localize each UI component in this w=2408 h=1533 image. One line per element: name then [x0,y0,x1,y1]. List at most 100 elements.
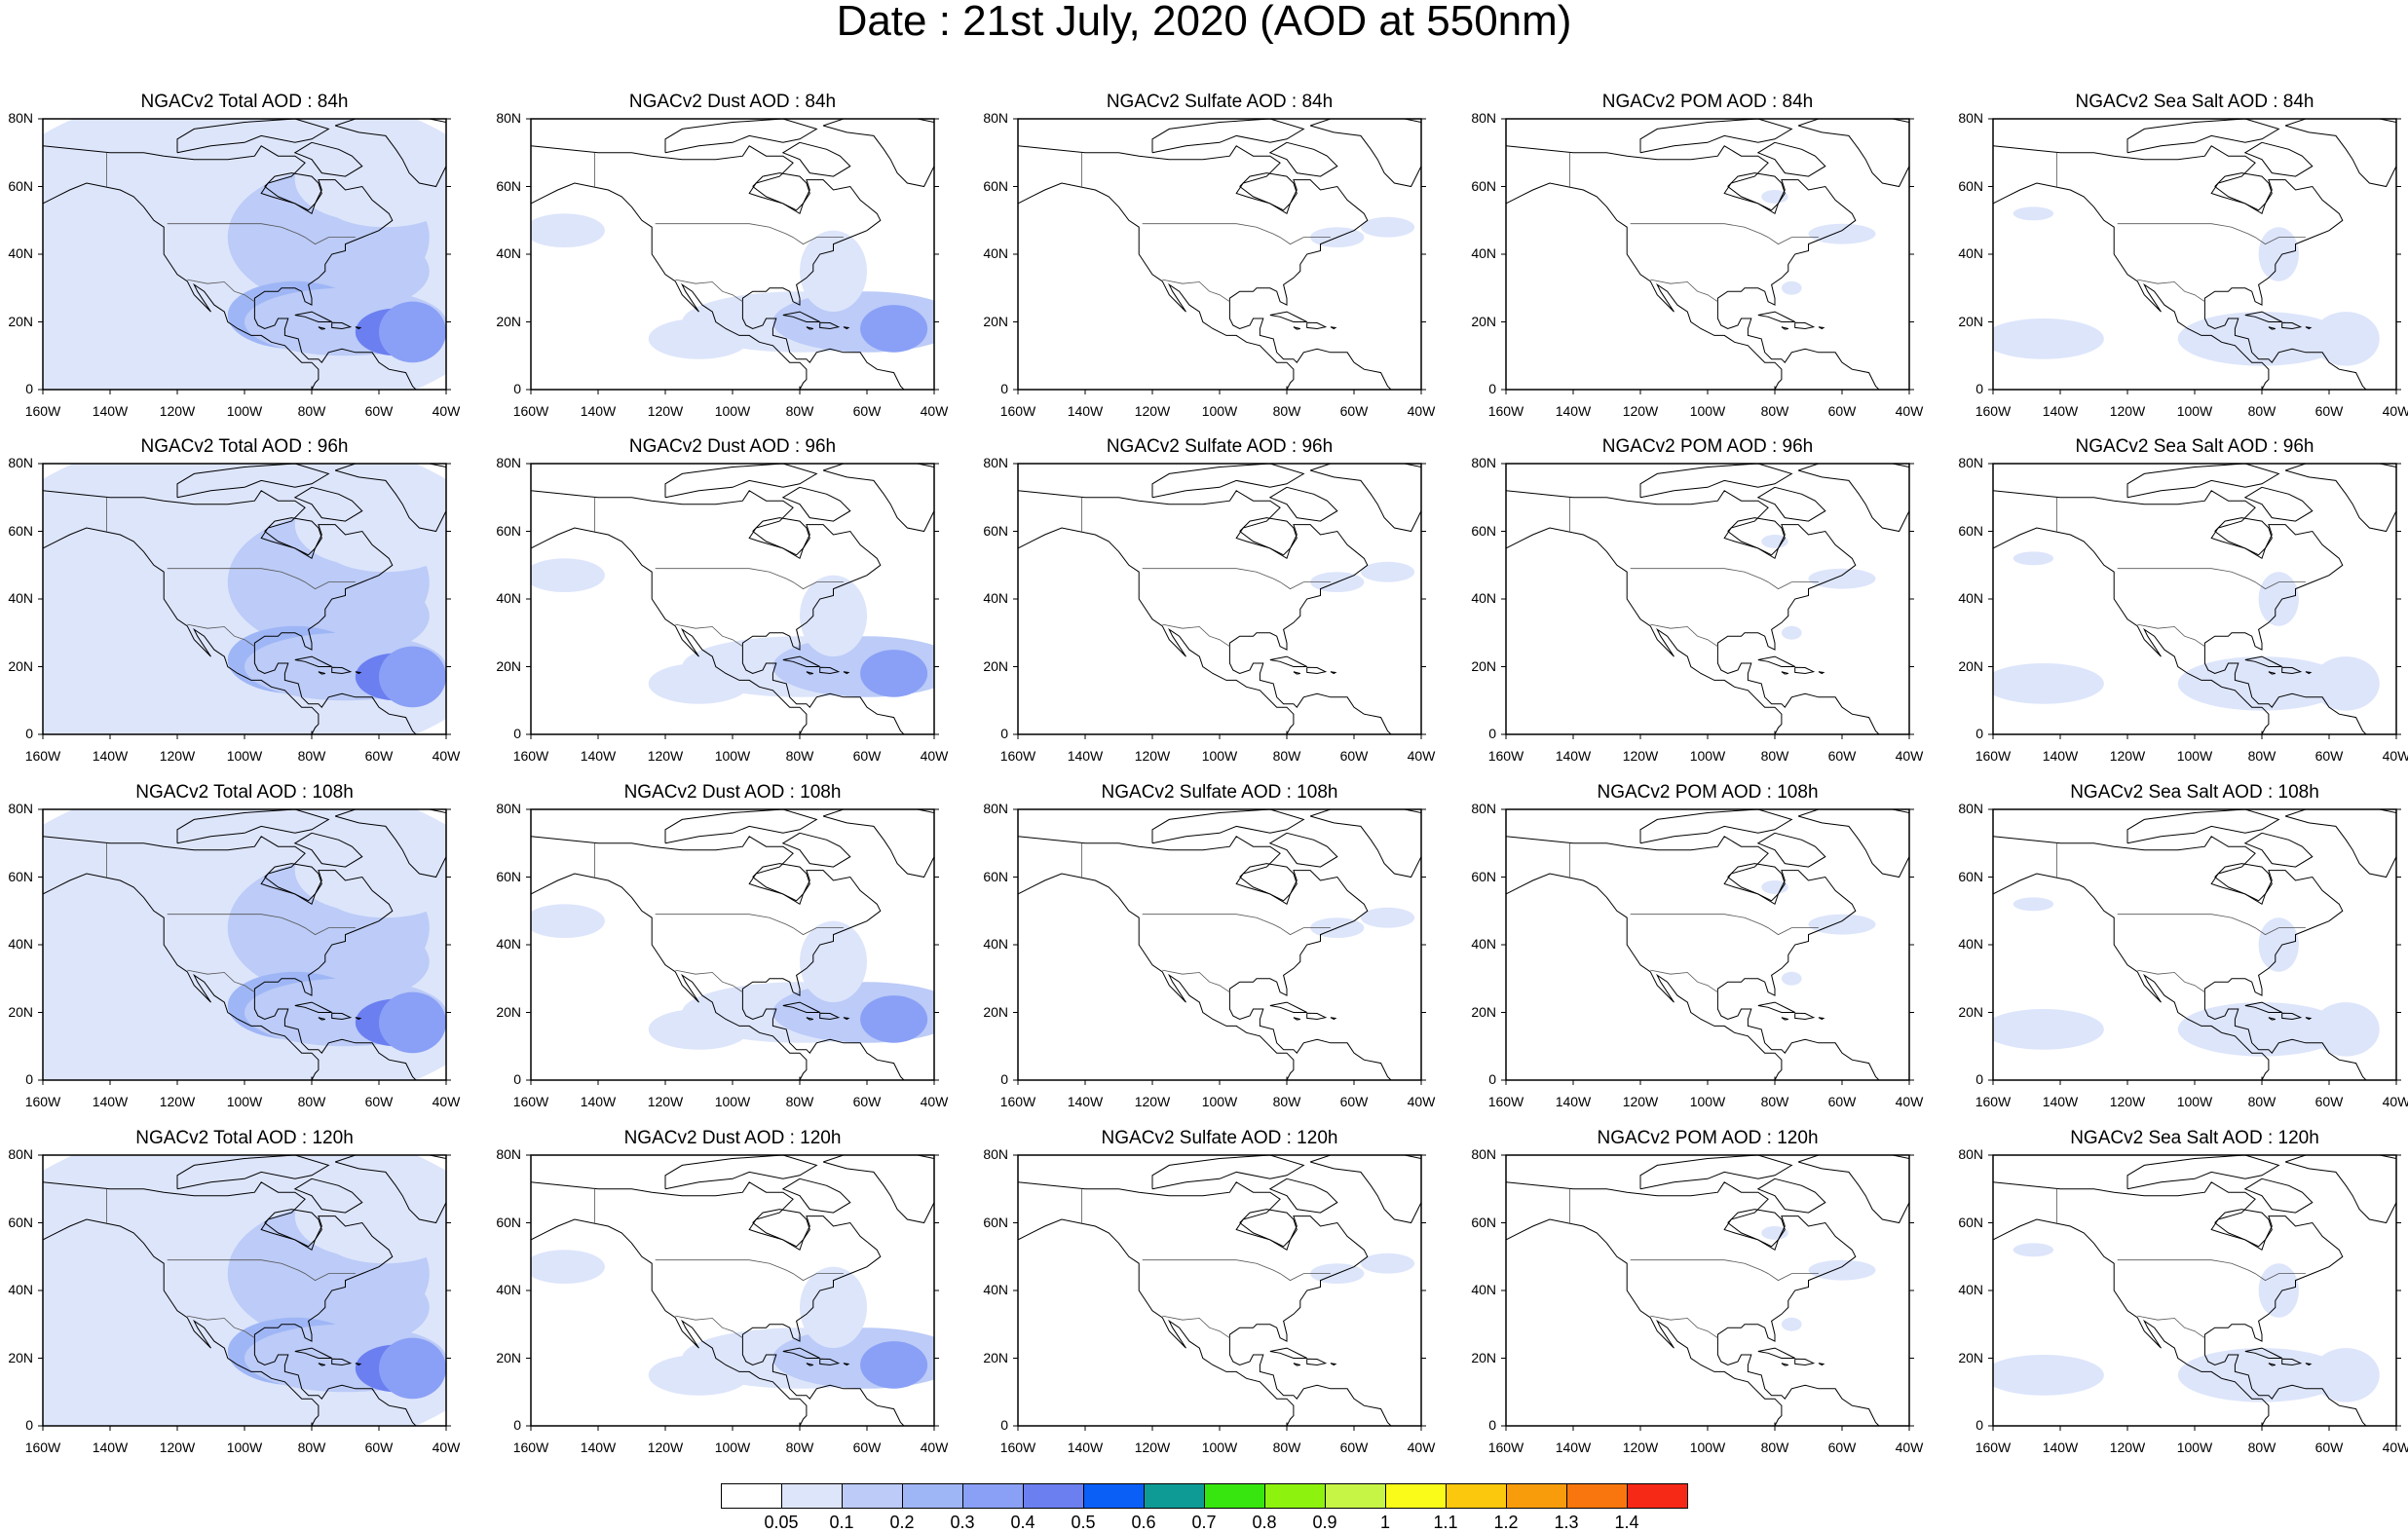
coastline-west [1993,527,2270,734]
lon-tick-label: 160W [24,748,61,764]
lat-tick-label: 0 [513,381,521,396]
us-mexico-border [187,1315,255,1339]
island-coast [294,311,332,322]
lat-tick-label: 40N [496,245,521,261]
island-coast [176,119,330,154]
aod-shading [2013,897,2054,912]
island-coast [1151,1155,1305,1190]
aod-shading [800,230,867,313]
lon-tick-label: 120W [647,1094,684,1109]
us-mexico-border [675,279,743,303]
lon-tick-label: 40W [2382,1440,2408,1455]
lat-tick-label: 80N [496,1146,521,1162]
lon-tick-label: 60W [364,1094,394,1109]
island-coast [176,464,330,499]
island-coast [819,321,841,330]
lon-tick-label: 100W [2176,1440,2213,1455]
aod-shading [1808,568,1876,589]
aod-map [526,463,939,739]
aod-shading [648,1009,750,1050]
us-mexico-border [1162,969,1230,993]
lat-tick-label: 80N [8,801,33,816]
coastline-west [43,527,320,734]
colorbar-swatch [902,1483,963,1509]
lat-tick-label: 40N [983,1282,1008,1297]
us-canada-border [1142,223,1331,245]
lon-tick-label: 60W [1339,1440,1369,1455]
lon-tick-label: 160W [1975,1440,2012,1455]
lon-tick-label: 40W [920,1094,949,1109]
aod-shading [1360,907,1415,928]
map-frame [1505,118,1910,391]
aod-map [526,808,939,1085]
coastline [1018,836,1392,1080]
lon-tick-label: 80W [1760,1440,1789,1455]
aod-map [1501,118,1914,394]
aod-shading [294,829,430,912]
aod-shading [59,1026,262,1067]
lon-tick-label: 40W [2382,403,2408,419]
hudson-bay-coast [264,1209,322,1248]
us-canada-border [655,223,844,245]
island-coast [1794,666,1816,675]
island-coast [2126,809,2280,844]
colorbar-label: 0.5 [1071,1513,1096,1532]
aod-shading [1360,216,1415,238]
aod-shading [379,1337,446,1400]
greenland-coast [822,119,934,188]
us-canada-border [655,1259,844,1282]
island-coast [2268,1363,2276,1366]
island-coast [1293,1363,1300,1366]
lat-tick-label: 40N [1471,1282,1496,1297]
panel-title: NGACv2 Sea Salt AOD : 120h [2070,1128,2319,1148]
island-coast [1268,486,1338,522]
lon-tick-label: 60W [1339,748,1369,764]
coastline-west [1506,527,1783,734]
lat-tick-label: 40N [496,1282,521,1297]
aod-shading [1761,534,1788,548]
lat-tick-label: 40N [1471,245,1496,261]
colorbar-label: 1 [1379,1513,1390,1532]
island-coast [2305,326,2313,330]
coastline-west [531,873,808,1080]
lon-tick-label: 80W [2247,403,2276,419]
us-canada-border [1142,1259,1331,1282]
map-frame [1017,463,1422,735]
lon-tick-label: 120W [159,1440,196,1455]
island-coast [1306,1358,1328,1366]
lat-tick-label: 20N [8,1003,33,1020]
island-coast [1306,1012,1328,1021]
panel-title: NGACv2 Sulfate AOD : 84h [1106,92,1334,112]
aod-map [1988,118,2401,394]
lon-tick-label: 60W [852,1094,882,1109]
lon-tick-label: 160W [512,403,549,419]
lat-tick-label: 80N [983,801,1008,816]
lon-tick-label: 40W [432,1094,461,1109]
lon-tick-label: 80W [1272,403,1301,419]
aod-map [526,118,939,394]
lon-tick-label: 140W [1555,403,1592,419]
island-coast [1781,1017,1788,1021]
lon-tick-label: 140W [2042,1094,2079,1109]
greenland-coast [334,1155,446,1224]
hudson-bay-coast [752,517,810,556]
aod-shading [43,135,161,390]
lon-tick-label: 160W [24,1440,61,1455]
map-frame [1017,1154,1422,1427]
panel-title: NGACv2 Total AOD : 120h [135,1128,354,1148]
lat-tick-label: 20N [496,1349,521,1365]
aod-map [1013,118,1426,394]
aod-shading [648,318,750,359]
lon-tick-label: 160W [24,1094,61,1109]
lon-tick-label: 60W [2314,403,2344,419]
lon-tick-label: 60W [852,403,882,419]
lat-tick-label: 60N [1958,1214,1983,1230]
colorbar-label: 1.4 [1614,1513,1639,1532]
lon-tick-label: 60W [1339,403,1369,419]
greenland-coast [1309,464,1421,533]
aod-shading [800,920,867,1003]
lon-tick-label: 140W [2042,748,2079,764]
aod-shading [1761,1225,1788,1240]
aod-map [1988,1154,2401,1431]
us-mexico-border [1162,623,1230,648]
